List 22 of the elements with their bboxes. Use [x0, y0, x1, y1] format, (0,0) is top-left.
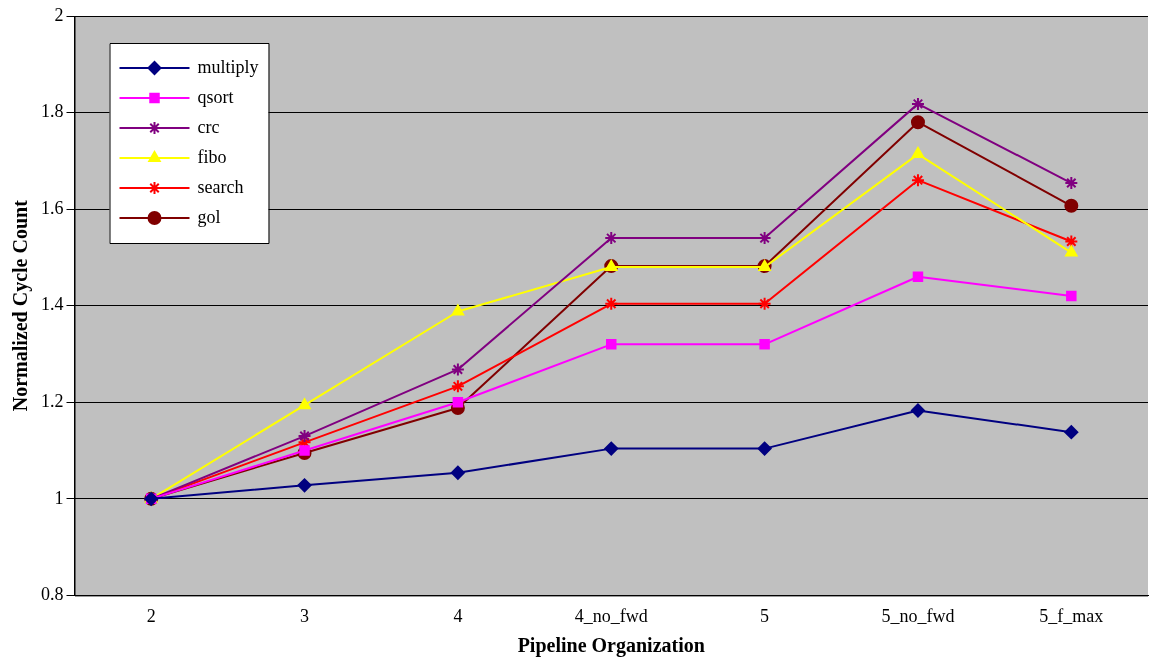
- x-tick-label: 4: [453, 605, 463, 626]
- legend-label: gol: [197, 206, 221, 227]
- legend-label: fibo: [197, 146, 227, 167]
- y-tick-label: 2: [54, 4, 64, 25]
- x-tick-label: 5_f_max: [1039, 605, 1104, 626]
- x-tick-label: 4_no_fwd: [574, 605, 648, 626]
- x-axis-title: Pipeline Organization: [517, 634, 705, 658]
- x-tick-label: 5: [760, 605, 770, 626]
- x-tick-label: 3: [300, 605, 310, 626]
- y-axis-title: Normalized Cycle Count: [9, 199, 33, 412]
- legend-label: crc: [197, 116, 220, 137]
- y-tick-label: 1.8: [41, 101, 64, 122]
- y-tick-label: 1.6: [41, 197, 64, 218]
- y-tick-label: 1: [54, 487, 64, 508]
- y-tick-label: 1.4: [41, 294, 64, 315]
- y-tick-label: 1.2: [41, 391, 64, 411]
- x-tick-label: 5_no_fwd: [881, 605, 955, 626]
- legend-label: multiply: [197, 56, 259, 77]
- legend-label: search: [197, 176, 244, 197]
- legend-label: qsort: [197, 86, 234, 107]
- x-tick-label: 2: [146, 605, 156, 626]
- y-tick-label: 0.8: [41, 584, 64, 605]
